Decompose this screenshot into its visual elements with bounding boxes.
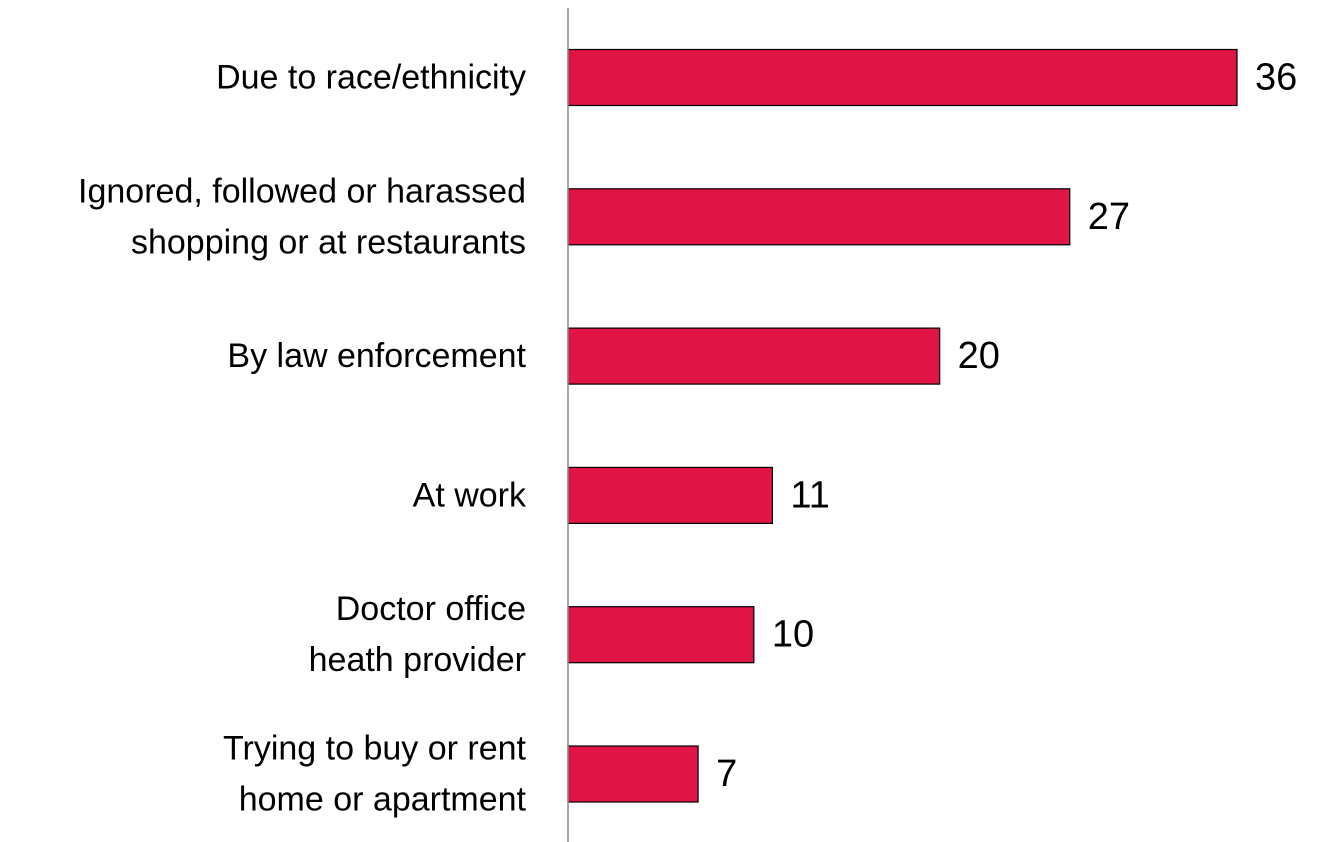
value-label-1: 27 <box>1088 196 1130 238</box>
bar-3 <box>567 466 774 524</box>
category-label-1-line-0: Ignored, followed or harassed <box>78 172 526 210</box>
bar-1 <box>567 188 1071 246</box>
value-label-5: 7 <box>716 753 737 795</box>
bar-0 <box>567 48 1238 107</box>
category-label-0-line-0: Due to race/ethnicity <box>216 59 526 97</box>
category-label-1-line-1: shopping or at restaurants <box>131 223 526 261</box>
value-label-3: 11 <box>790 474 829 516</box>
category-label-3-line-0: At work <box>413 476 527 514</box>
bar-4 <box>567 606 755 664</box>
bar-2 <box>567 327 941 385</box>
category-label-4-line-1: heath provider <box>309 641 526 679</box>
bar-5 <box>567 745 699 803</box>
category-label-4-line-0: Doctor office <box>336 590 526 628</box>
category-labels-layer: Due to race/ethnicity Ignored, followed o… <box>78 59 527 819</box>
value-label-4: 10 <box>772 614 814 656</box>
category-label-5-line-1: home or apartment <box>239 781 527 819</box>
value-label-2: 20 <box>958 335 1000 377</box>
category-label-5-line-0: Trying to buy or rent <box>223 730 527 768</box>
value-labels-layer: 36 27 20 11 10 7 <box>716 57 1297 796</box>
category-label-2-line-0: By law enforcement <box>227 337 526 375</box>
bars-layer <box>567 48 1238 803</box>
value-label-0: 36 <box>1255 57 1297 99</box>
